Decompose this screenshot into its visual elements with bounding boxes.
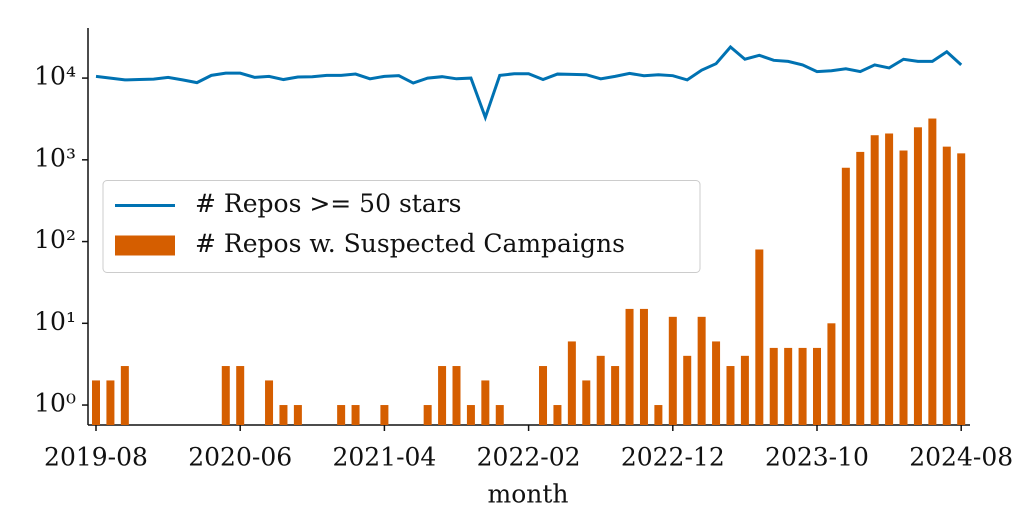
x-tick-label: 2024-08 (909, 443, 1013, 472)
bar (279, 405, 288, 425)
x-tick-label: 2020-06 (188, 443, 292, 472)
bar (625, 308, 634, 425)
bar (539, 366, 548, 425)
bar (712, 341, 721, 425)
bar (582, 380, 591, 425)
x-tick-label: 2021-04 (332, 443, 436, 472)
bar (813, 347, 821, 425)
bar (885, 133, 894, 425)
bar (553, 405, 562, 425)
legend-label: # Repos >= 50 stars (195, 189, 462, 218)
y-tick-label: 10¹ (34, 307, 76, 336)
x-tick-label: 2019-08 (44, 443, 148, 472)
y-tick-label: 10³ (34, 143, 76, 172)
bar (236, 366, 245, 425)
bar (827, 323, 836, 425)
bar (899, 150, 908, 425)
bar (120, 366, 129, 425)
bar (452, 366, 461, 425)
bar (654, 405, 663, 425)
bar (106, 380, 115, 425)
bar (221, 366, 230, 425)
x-axis-label: month (487, 480, 568, 509)
legend-label: # Repos w. Suspected Campaigns (195, 229, 625, 258)
bar (438, 366, 447, 425)
x-tick-label: 2023-10 (765, 443, 869, 472)
legend-box (102, 180, 701, 273)
bar (423, 405, 432, 425)
bar (740, 355, 749, 425)
bar (942, 146, 951, 425)
bar (351, 405, 360, 425)
x-tick-label: 2022-12 (621, 443, 725, 472)
bar (380, 405, 389, 425)
y-tick-label: 10² (34, 225, 76, 254)
bar (639, 308, 648, 425)
bar (567, 341, 576, 425)
bar (668, 316, 677, 425)
bar (611, 366, 620, 425)
y-tick-label: 10⁴ (34, 62, 76, 91)
bar (293, 405, 302, 425)
bar (784, 347, 793, 425)
x-tick-label: 2022-02 (477, 443, 581, 472)
legend-swatch (115, 235, 175, 256)
bar (755, 249, 764, 425)
bar (337, 405, 346, 425)
bar (726, 366, 735, 425)
bar (92, 380, 100, 425)
bar (481, 380, 490, 425)
bar (928, 118, 937, 425)
bar (870, 135, 879, 426)
bar (957, 153, 966, 425)
bar (495, 405, 504, 425)
y-tick-label: 10⁰ (34, 389, 76, 418)
bar (913, 127, 922, 425)
bar (697, 316, 706, 425)
bar (466, 405, 475, 425)
bar (798, 347, 807, 425)
bar (856, 151, 865, 425)
bar (265, 380, 274, 425)
bar (841, 167, 850, 425)
bar (596, 355, 605, 425)
bar (683, 355, 692, 425)
line (95, 44, 963, 122)
bar (769, 347, 778, 425)
